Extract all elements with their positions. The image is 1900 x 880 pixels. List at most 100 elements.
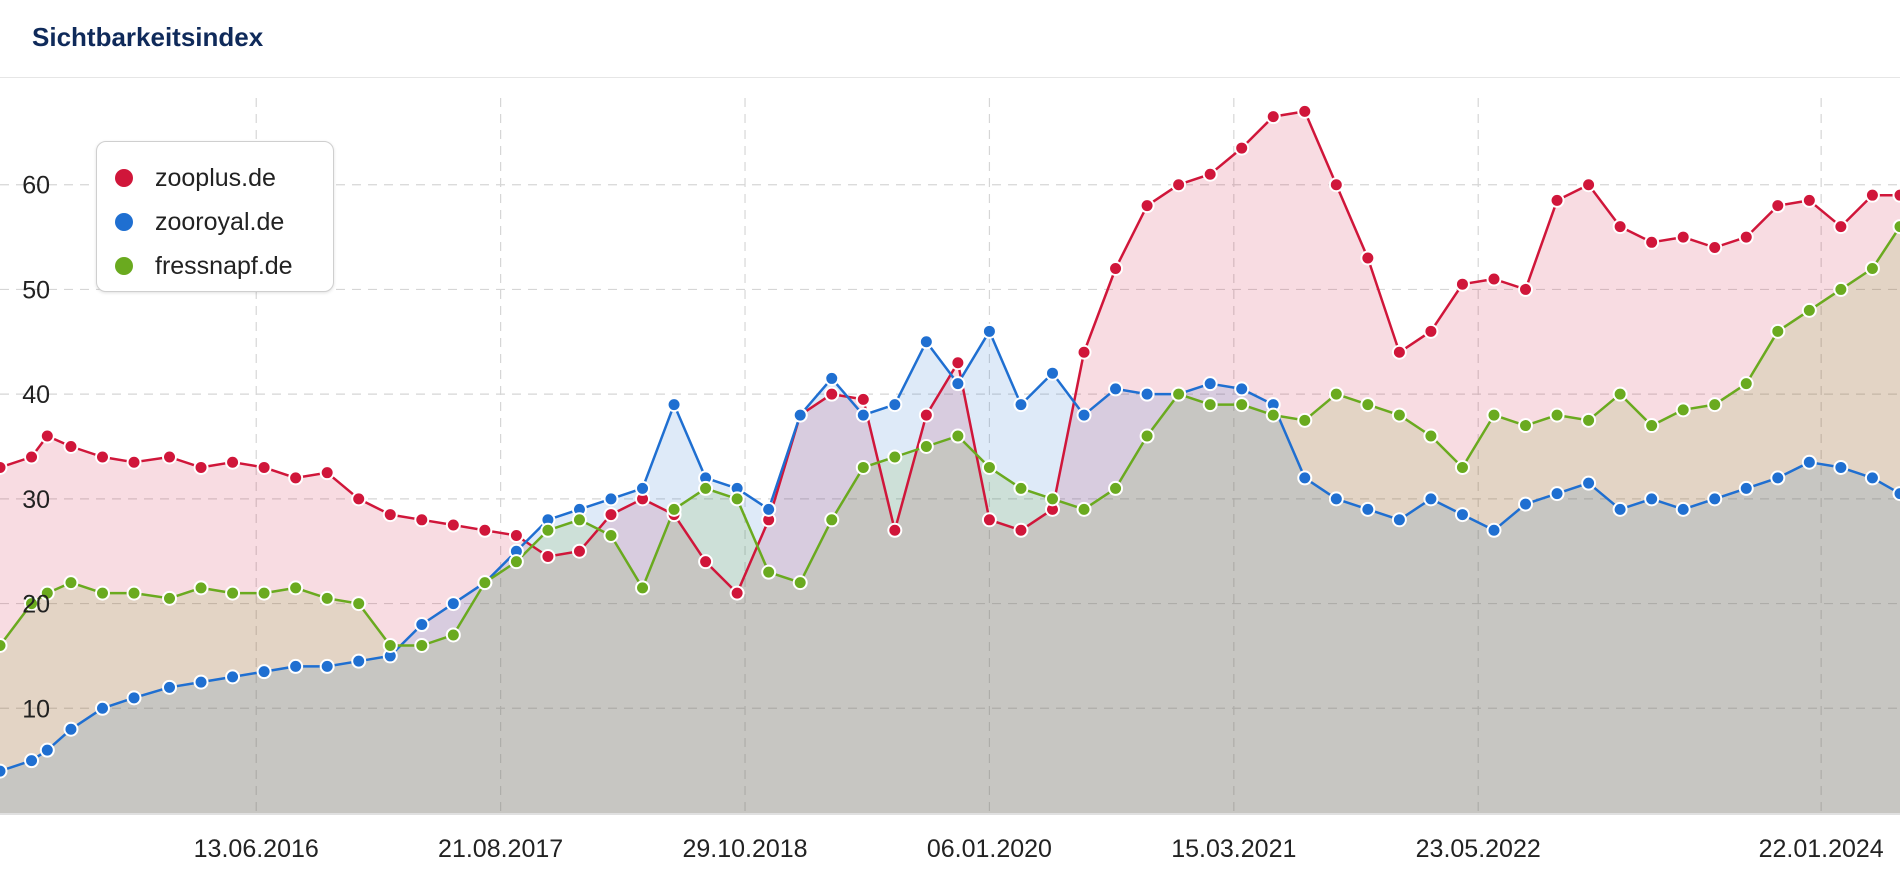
series-2-point (1644, 418, 1660, 434)
series-2-point (319, 590, 335, 606)
series-1-point (1234, 381, 1250, 397)
series-2-point (1770, 323, 1786, 339)
series-2-point (1833, 281, 1849, 297)
y-tick-label-60: 60 (22, 172, 50, 200)
series-0-point (288, 470, 304, 486)
series-1-point (603, 491, 619, 507)
series-0-point (1581, 177, 1597, 193)
series-2-point (1265, 407, 1281, 423)
series-0-point (1549, 192, 1565, 208)
x-tick-label-4: 15.03.2021 (1171, 835, 1296, 863)
series-1-point (1581, 475, 1597, 491)
series-1-point (256, 664, 272, 680)
series-0-point (1423, 323, 1439, 339)
series-1-point (887, 397, 903, 413)
series-2-point (382, 637, 398, 653)
series-2-point (1202, 397, 1218, 413)
x-tick-label-6: 22.01.2024 (1759, 835, 1884, 863)
series-0-point (698, 554, 714, 570)
series-2-point (792, 575, 808, 591)
series-2-point (635, 580, 651, 596)
legend-dot-zooroyal (115, 213, 133, 231)
series-1-point (319, 658, 335, 674)
series-1-point (950, 376, 966, 392)
series-2-point (1612, 386, 1628, 402)
series-0-point (824, 386, 840, 402)
series-0-point (1013, 522, 1029, 538)
series-2-point (0, 637, 8, 653)
series-2-point (698, 480, 714, 496)
series-0-point (351, 491, 367, 507)
series-1-point (1864, 470, 1880, 486)
series-0-point (1202, 166, 1218, 182)
legend-item-fressnapf[interactable]: fressnapf.de (115, 244, 333, 288)
series-2-point (1076, 501, 1092, 517)
series-0-point (319, 465, 335, 481)
x-tick-label-0: 13.06.2016 (194, 835, 319, 863)
legend-label-fressnapf: fressnapf.de (155, 251, 293, 280)
series-0-point (126, 454, 142, 470)
series-0-point (24, 449, 40, 465)
series-2-point (540, 522, 556, 538)
legend-dot-fressnapf (115, 257, 133, 275)
series-1-point (0, 763, 8, 779)
series-0-point (540, 548, 556, 564)
series-1-point (162, 679, 178, 695)
series-0-point (603, 507, 619, 523)
series-1-point (1297, 470, 1313, 486)
series-1-point (1076, 407, 1092, 423)
series-2-point (1423, 428, 1439, 444)
x-tick-label-3: 06.01.2020 (927, 835, 1052, 863)
y-tick-label-50: 50 (22, 276, 50, 304)
series-0-point (1675, 229, 1691, 245)
series-1-point (24, 753, 40, 769)
series-0-point (1108, 260, 1124, 276)
series-1-point (126, 690, 142, 706)
series-2-point (1892, 219, 1900, 235)
series-2-point (1171, 386, 1187, 402)
series-0-point (1391, 344, 1407, 360)
series-1-point (1423, 491, 1439, 507)
series-0-point (63, 439, 79, 454)
series-0-point (1738, 229, 1754, 245)
chart-points (0, 103, 1900, 779)
series-0-point (508, 528, 524, 544)
series-1-point (1675, 501, 1691, 517)
series-2-point (477, 575, 493, 591)
series-0-point (1892, 187, 1900, 203)
series-1-point (1328, 491, 1344, 507)
x-tick-label-2: 29.10.2018 (682, 835, 807, 863)
series-area-1 (0, 331, 1900, 813)
series-2-point (1044, 491, 1060, 507)
series-0-point (39, 428, 55, 444)
series-area-2 (0, 226, 1900, 814)
series-0-point (1864, 187, 1880, 203)
series-1-point (1454, 507, 1470, 523)
series-1-point (1833, 459, 1849, 475)
series-0-point (1833, 219, 1849, 235)
series-1-point (288, 658, 304, 674)
series-1-point (445, 596, 461, 612)
legend-item-zooroyal[interactable]: zooroyal.de (115, 200, 333, 244)
series-2-point (351, 596, 367, 612)
x-tick-label-5: 23.05.2022 (1416, 835, 1541, 863)
series-2-point (855, 459, 871, 475)
series-2-point (824, 512, 840, 528)
series-2-point (1360, 397, 1376, 413)
series-2-point (950, 428, 966, 444)
series-2-point (1738, 376, 1754, 392)
series-1-point (1108, 381, 1124, 397)
legend-item-zooplus[interactable]: zooplus.de (115, 156, 333, 200)
series-2-point (162, 590, 178, 606)
series-0-point (1770, 198, 1786, 214)
series-1-point (1139, 386, 1155, 402)
series-1-point (351, 653, 367, 669)
x-tick-label-1: 21.08.2017 (438, 835, 563, 863)
series-2-point (445, 627, 461, 643)
y-tick-label-30: 30 (22, 486, 50, 514)
series-1-point (1707, 491, 1723, 507)
y-tick-label-10: 10 (22, 695, 50, 723)
series-0-point (1171, 177, 1187, 193)
series-0-point (1328, 177, 1344, 193)
